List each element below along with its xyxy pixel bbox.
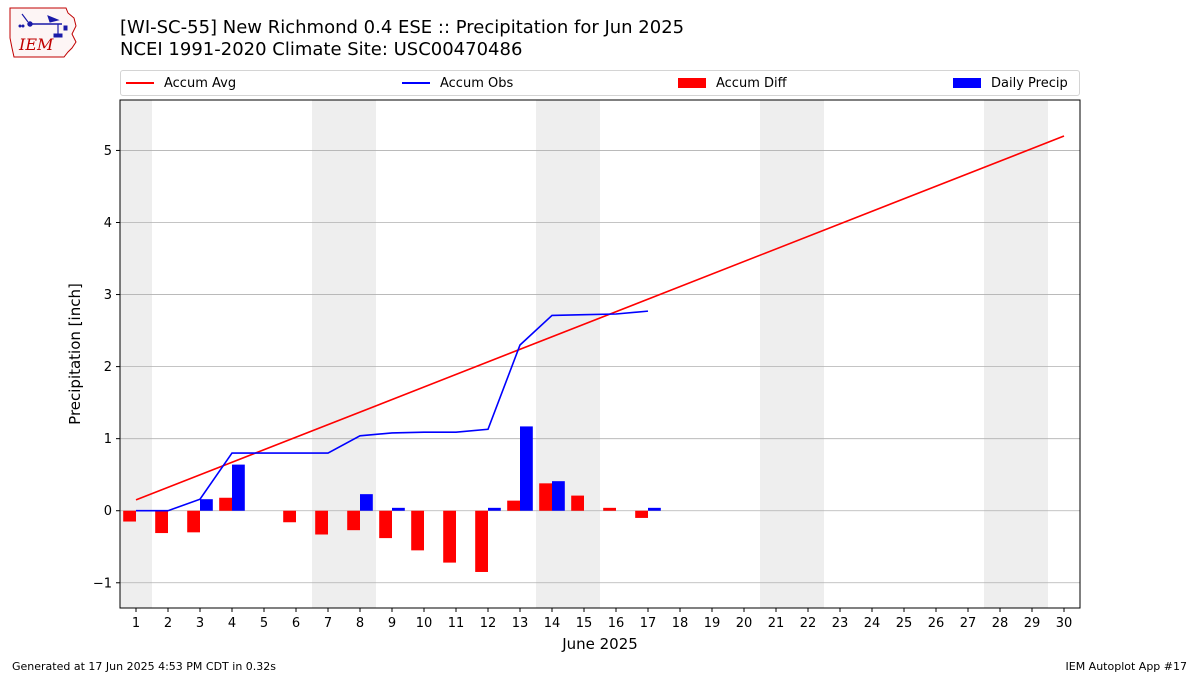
footer-generated: Generated at 17 Jun 2025 4:53 PM CDT in …: [12, 660, 277, 673]
y-tick-label: 4: [104, 216, 112, 231]
footer-app-id: IEM Autoplot App #17: [1065, 660, 1188, 673]
bar-daily-precip: [488, 507, 501, 511]
y-tick-label: 2: [104, 360, 112, 375]
x-tick-label: 26: [928, 616, 945, 631]
weekend-shade-3: [760, 100, 824, 608]
bar-accum-diff: [443, 510, 456, 563]
legend-label-accum-avg: Accum Avg: [164, 75, 237, 91]
legend-item-accum-avg: Accum Avg: [126, 71, 236, 95]
weather-instruments-icon: [18, 13, 68, 38]
x-tick-label: 21: [768, 616, 785, 631]
x-tick-label: 10: [416, 616, 433, 631]
x-tick-label: 6: [292, 616, 300, 631]
y-axis-label: Precipitation [inch]: [66, 283, 84, 425]
bar-accum-diff: [219, 497, 232, 511]
line-accum-avg: [135, 135, 1065, 501]
x-tick-label: 22: [800, 616, 817, 631]
legend-item-accum-obs: Accum Obs: [402, 71, 513, 95]
x-tick-label: 24: [864, 616, 881, 631]
x-tick-label: 8: [356, 616, 364, 631]
iem-logo: IEM: [9, 7, 77, 58]
x-tick-label: 4: [228, 616, 236, 631]
y-tick-label: 1: [104, 432, 112, 447]
legend-swatch-accum-obs: [402, 82, 430, 84]
bar-accum-diff: [603, 507, 616, 511]
x-tick-label: 9: [388, 616, 396, 631]
bar-daily-precip: [232, 464, 245, 511]
bar-accum-diff: [411, 510, 424, 551]
y-tick-label: 3: [104, 288, 112, 303]
x-tick-label: 29: [1024, 616, 1041, 631]
legend-item-daily-precip: Daily Precip: [953, 71, 1068, 95]
bar-daily-precip: [200, 499, 213, 511]
x-tick-label: 16: [608, 616, 625, 631]
plot-frame: [119, 99, 1081, 609]
x-tick-label: 1: [132, 616, 140, 631]
weekend-shade-4: [984, 100, 1048, 608]
bar-accum-diff: [539, 483, 552, 511]
chart-subtitle: NCEI 1991-2020 Climate Site: USC00470486: [120, 39, 523, 60]
x-tick-label: 3: [196, 616, 204, 631]
y-tick-label: −1: [93, 576, 112, 591]
bar-accum-diff: [123, 510, 136, 522]
bar-accum-diff: [507, 500, 520, 511]
weekend-shade-0: [120, 100, 152, 608]
chart-legend: Accum Avg Accum Obs Accum Diff Daily Pre…: [120, 70, 1080, 96]
logo-text: IEM: [18, 35, 54, 54]
bar-accum-diff: [283, 510, 296, 523]
bar-accum-diff: [635, 510, 648, 518]
bar-daily-precip: [392, 507, 405, 511]
x-tick-label: 12: [480, 616, 497, 631]
bar-daily-precip: [360, 494, 373, 511]
bar-accum-diff: [155, 510, 168, 534]
x-tick-label: 17: [640, 616, 657, 631]
bar-accum-diff: [347, 510, 360, 531]
legend-swatch-accum-avg: [126, 82, 154, 84]
legend-swatch-accum-diff: [678, 78, 706, 88]
x-tick-label: 14: [544, 616, 561, 631]
bar-daily-precip: [520, 426, 533, 511]
legend-swatch-daily-precip: [953, 78, 981, 88]
x-tick-label: 25: [896, 616, 913, 631]
x-tick-label: 28: [992, 616, 1009, 631]
x-tick-label: 2: [164, 616, 172, 631]
bar-accum-diff: [475, 510, 488, 572]
bar-accum-diff: [379, 510, 392, 539]
chart-title: [WI-SC-55] New Richmond 0.4 ESE :: Preci…: [120, 17, 685, 38]
y-tick-label: 5: [104, 144, 112, 159]
line-accum-obs: [136, 310, 649, 512]
x-tick-label: 15: [576, 616, 593, 631]
legend-label-accum-diff: Accum Diff: [716, 75, 787, 91]
x-tick-label: 23: [832, 616, 849, 631]
x-tick-label: 5: [260, 616, 268, 631]
x-tick-label: 30: [1056, 616, 1073, 631]
bar-accum-diff: [571, 495, 584, 511]
bar-daily-precip: [552, 481, 565, 511]
x-axis-label: June 2025: [561, 635, 638, 653]
x-tick-label: 11: [448, 616, 465, 631]
legend-label-daily-precip: Daily Precip: [991, 75, 1068, 91]
bar-daily-precip: [648, 507, 661, 511]
x-tick-label: 18: [672, 616, 689, 631]
weekend-shade-2: [536, 100, 600, 608]
x-tick-label: 13: [512, 616, 529, 631]
x-tick-label: 20: [736, 616, 753, 631]
x-tick-label: 27: [960, 616, 977, 631]
x-tick-label: 19: [704, 616, 721, 631]
y-tick-label: 0: [104, 504, 112, 519]
x-tick-label: 7: [324, 616, 332, 631]
legend-label-accum-obs: Accum Obs: [440, 75, 514, 91]
bar-accum-diff: [315, 510, 328, 535]
bar-accum-diff: [187, 510, 200, 533]
legend-item-accum-diff: Accum Diff: [678, 71, 787, 95]
